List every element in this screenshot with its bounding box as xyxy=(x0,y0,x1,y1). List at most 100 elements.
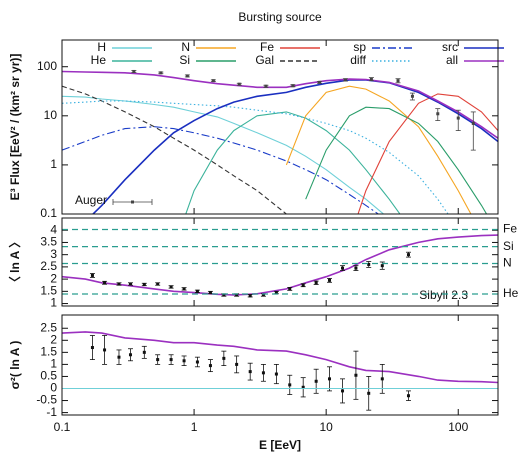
reference-label: Fe xyxy=(503,222,517,236)
plot-area xyxy=(62,234,498,298)
y-axis-label: 〈 ln A 〉 xyxy=(7,236,22,288)
data-point xyxy=(185,74,189,78)
data-point xyxy=(380,377,384,381)
x-tick-label: 0.1 xyxy=(54,420,71,434)
data-point xyxy=(406,394,410,398)
series-line xyxy=(285,85,472,214)
data-point xyxy=(208,291,212,295)
y-tick-label: 1.5 xyxy=(40,284,57,298)
data-point xyxy=(328,278,332,282)
reference-label: Si xyxy=(503,239,514,253)
data-point xyxy=(235,293,239,297)
data-point xyxy=(248,370,252,374)
legend-label: all xyxy=(446,53,458,67)
plot-area xyxy=(62,331,498,411)
y-tick-label: 1 xyxy=(50,357,57,371)
y-tick-label: 0.5 xyxy=(40,369,57,383)
data-point xyxy=(142,350,146,354)
series-line xyxy=(62,331,498,384)
plot-area xyxy=(62,69,498,214)
legend-label: N xyxy=(181,40,190,54)
data-point xyxy=(288,287,292,291)
data-point xyxy=(367,262,371,266)
plot-frame xyxy=(61,39,499,215)
x-tick-label: 10 xyxy=(319,420,333,434)
data-point xyxy=(103,348,107,352)
y-tick-label: 3.5 xyxy=(40,235,57,249)
y-tick-label: 100 xyxy=(37,59,57,73)
series-line xyxy=(305,106,488,214)
y-tick-label: 3 xyxy=(50,247,57,261)
legend-swatch xyxy=(131,200,134,204)
data-point xyxy=(222,293,226,297)
data-point xyxy=(261,293,265,297)
data-point xyxy=(354,373,358,377)
data-point xyxy=(317,80,321,84)
legend-label: Auger xyxy=(75,193,107,207)
series-line xyxy=(62,126,380,214)
y-tick-label: 0.1 xyxy=(40,206,57,220)
y-tick-label: 2 xyxy=(50,271,57,285)
reference-label: N xyxy=(503,256,512,270)
data-point xyxy=(380,264,384,268)
data-point xyxy=(396,79,400,83)
data-point xyxy=(343,78,347,82)
data-point xyxy=(222,356,226,360)
data-point xyxy=(328,377,332,381)
data-point xyxy=(301,283,305,287)
data-point xyxy=(208,364,212,368)
legend-label: H xyxy=(97,40,106,54)
series-line xyxy=(91,79,498,214)
data-point xyxy=(369,77,373,81)
data-point xyxy=(90,346,94,350)
legend-label: Gal xyxy=(255,53,274,67)
data-point xyxy=(314,281,318,285)
data-point xyxy=(341,389,345,393)
series-line xyxy=(62,100,449,214)
y-tick-label: -0.5 xyxy=(36,393,57,407)
data-point xyxy=(235,362,239,366)
data-point xyxy=(90,273,94,277)
data-point xyxy=(274,372,278,376)
data-point xyxy=(291,84,295,88)
series-line xyxy=(62,95,385,214)
data-point xyxy=(367,391,371,395)
data-point xyxy=(169,358,173,362)
data-point xyxy=(288,383,292,387)
y-axis-label: E³ Flux [EeV² / (km² sr yr)] xyxy=(8,54,22,201)
data-point xyxy=(195,360,199,364)
legend-label: Fe xyxy=(260,40,274,54)
data-point xyxy=(159,71,163,75)
reference-label: He xyxy=(503,286,519,300)
annotation: Sibyll 2.3 xyxy=(419,288,468,302)
data-point xyxy=(456,116,460,120)
legend-label: sp xyxy=(353,40,366,54)
data-point xyxy=(436,112,440,116)
y-tick-label: 2.5 xyxy=(40,259,57,273)
chart-title: Bursting source xyxy=(238,10,322,24)
y-tick-label: 2 xyxy=(50,332,57,346)
data-point xyxy=(410,94,414,98)
legend-label: src xyxy=(442,40,458,54)
series-line xyxy=(185,111,401,214)
data-point xyxy=(237,82,241,86)
data-point xyxy=(132,69,136,73)
y-tick-label: 1 xyxy=(50,296,57,310)
data-point xyxy=(195,289,199,293)
x-tick-label: 1 xyxy=(191,420,198,434)
data-point xyxy=(103,281,107,285)
data-point xyxy=(142,282,146,286)
legend-label: Si xyxy=(179,53,190,67)
data-point xyxy=(211,79,215,83)
x-tick-label: 100 xyxy=(448,420,468,434)
data-point xyxy=(471,121,475,125)
data-point xyxy=(128,282,132,286)
y-tick-label: -1 xyxy=(46,405,57,419)
x-axis-label: E [EeV] xyxy=(259,438,301,452)
data-point xyxy=(117,355,121,359)
series-line xyxy=(62,70,498,139)
data-point xyxy=(156,358,160,362)
series-line xyxy=(357,93,498,214)
